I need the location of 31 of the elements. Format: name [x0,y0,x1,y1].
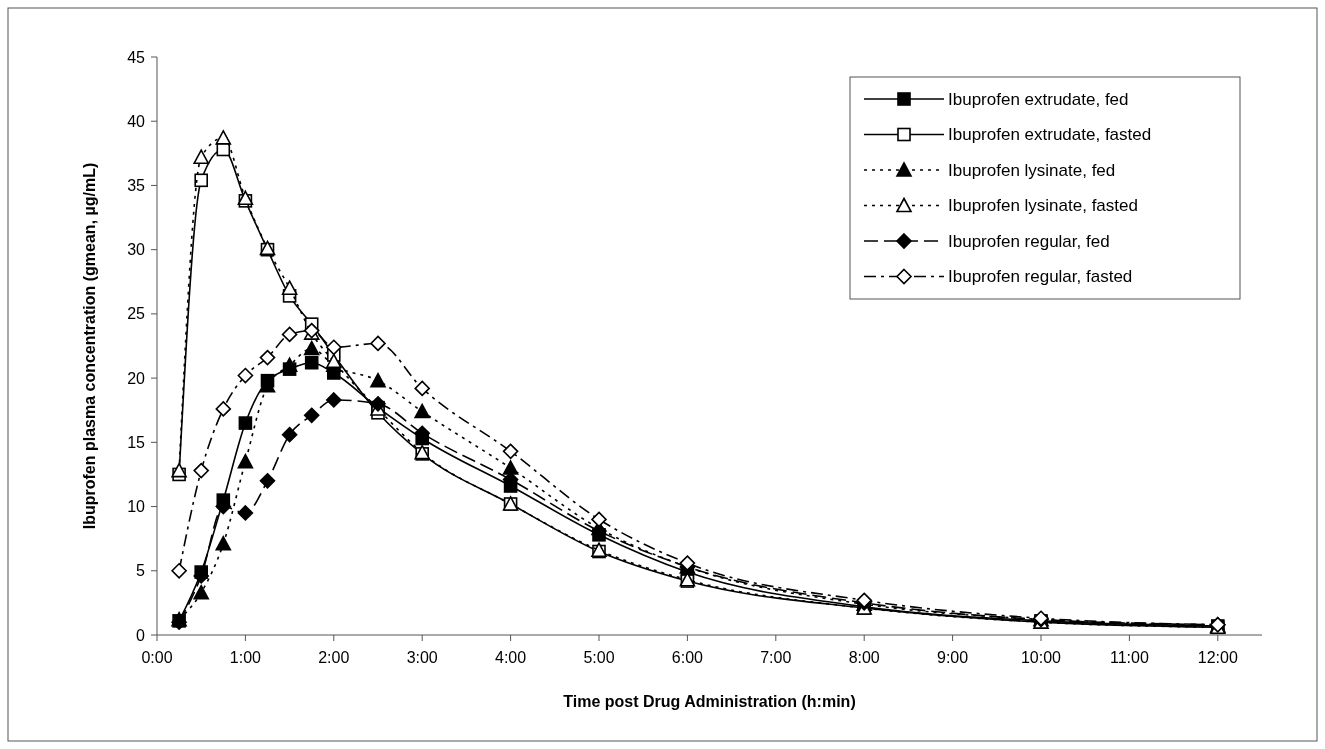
y-tick-label: 45 [127,48,146,66]
x-tick-label: 5:00 [583,649,615,666]
legend-label: Ibuprofen extrudate, fed [948,89,1129,109]
y-tick-label: 20 [127,369,146,387]
y-tick-label: 25 [127,305,146,323]
legend-label: Ibuprofen lysinate, fed [948,160,1116,180]
y-tick-label: 5 [136,562,146,580]
x-tick-label: 6:00 [671,649,704,666]
y-tick-label: 40 [127,112,146,130]
x-tick-label: 12:00 [1197,649,1238,666]
legend-label: Ibuprofen lysinate, fasted [948,196,1138,216]
x-tick-label: 11:00 [1109,649,1149,666]
x-tick-label: 8:00 [848,649,880,666]
x-tick-label: 9:00 [937,649,969,666]
y-tick-label: 15 [127,433,146,451]
x-tick-label: 4:00 [495,649,527,666]
legend-label: Ibuprofen extrudate, fasted [948,125,1152,145]
y-axis-title: Ibuprofen plasma concentration (gmean, µg/mL) [81,162,98,530]
y-tick-label: 30 [127,241,146,259]
x-tick-label: 2:00 [318,649,350,666]
y-tick-label: 0 [136,626,146,644]
y-tick-label: 35 [127,177,146,195]
legend-label: Ibuprofen regular, fed [948,231,1110,251]
x-tick-label: 7:00 [760,649,792,666]
legend-label: Ibuprofen regular, fasted [948,267,1133,287]
x-tick-label: 0:00 [141,649,173,666]
x-axis-title: Time post Drug Administration (h:min) [563,693,856,710]
x-tick-label: 3:00 [406,649,438,666]
y-tick-label: 10 [127,498,146,516]
x-tick-label: 1:00 [229,649,262,666]
x-tick-label: 10:00 [1020,649,1062,666]
